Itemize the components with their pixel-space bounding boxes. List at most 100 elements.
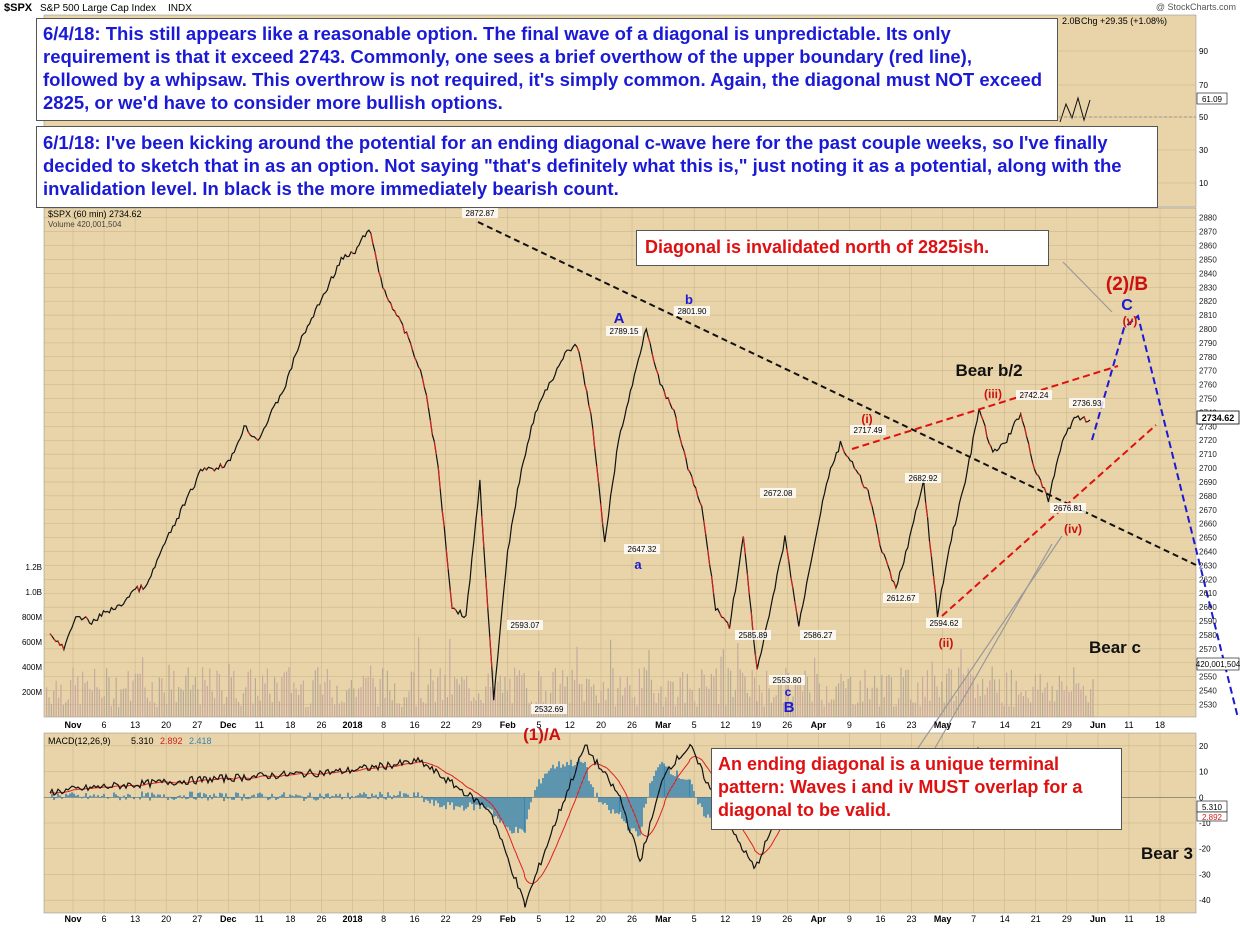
volume-bar	[1022, 696, 1024, 717]
volume-bar	[307, 706, 309, 717]
x-tick-label: 13	[130, 720, 140, 730]
volume-bar	[180, 688, 182, 717]
volume-bar	[523, 673, 525, 717]
volume-bar	[641, 687, 643, 717]
volume-bar	[977, 683, 979, 717]
down-segment	[988, 442, 992, 447]
volume-bar	[578, 683, 580, 717]
down-segment	[596, 465, 600, 484]
volume-bar	[634, 696, 636, 717]
volume-bar	[250, 669, 252, 717]
macd-x-tick-label: 20	[596, 914, 606, 924]
volume-bar	[418, 637, 420, 717]
down-segment	[1036, 473, 1039, 477]
rsi-tick-label: 50	[1199, 113, 1208, 122]
macd-x-tick-label: 16	[875, 914, 885, 924]
volume-bar	[614, 706, 616, 717]
callout-pointer-invalid	[1062, 261, 1113, 313]
volume-bar	[1039, 674, 1041, 717]
volume-bar	[163, 692, 165, 717]
volume-bar	[907, 669, 909, 717]
volume-bar	[850, 676, 852, 717]
down-segment	[723, 617, 726, 621]
volume-bar	[480, 699, 482, 717]
down-segment	[441, 510, 445, 527]
down-segment	[841, 446, 845, 453]
volume-bar	[497, 681, 499, 717]
volume-bar	[415, 706, 417, 717]
down-segment	[703, 520, 707, 535]
volume-bar	[58, 697, 60, 717]
note-invalidation: Diagonal is invalidated north of 2825ish…	[636, 230, 1049, 266]
volume-bar	[646, 670, 648, 717]
volume-bar	[761, 692, 763, 717]
price-tick-label: 2800	[1199, 325, 1217, 334]
volume-bar	[451, 694, 453, 717]
volume-bar	[55, 680, 57, 717]
volume-legend: Volume 420,001,504	[48, 220, 122, 229]
volume-bar	[449, 639, 451, 717]
signal-value-box: 2.892	[1202, 813, 1223, 822]
price-tick-label: 2730	[1199, 422, 1217, 431]
volume-bar	[559, 683, 561, 717]
down-segment	[485, 577, 489, 609]
volume-bar	[372, 678, 374, 717]
x-tick-label: 11	[255, 720, 264, 730]
volume-tick-label: 400M	[22, 663, 42, 672]
volume-bar	[785, 667, 787, 717]
diagonal-upper-boundary	[851, 365, 1119, 450]
volume-bar	[468, 688, 470, 717]
volume-bar	[221, 690, 223, 717]
volume-bar	[835, 686, 837, 717]
volume-bar	[478, 693, 480, 717]
volume-bar	[432, 680, 434, 717]
x-tick-label: May	[934, 720, 952, 730]
volume-bar	[626, 676, 628, 717]
last-price-box: 2734.62	[1202, 413, 1235, 423]
wave-label: Bear 3	[1141, 844, 1193, 863]
x-tick-label: 29	[1062, 720, 1072, 730]
macd-x-tick-label: 16	[410, 914, 420, 924]
volume-bar	[682, 671, 684, 717]
volume-bar	[91, 690, 93, 717]
note-6-1-18: 6/1/18: I've been kicking around the pot…	[36, 126, 1158, 208]
volume-bar	[499, 675, 501, 717]
volume-bar	[274, 677, 276, 717]
volume-bar	[334, 704, 336, 717]
volume-bar	[732, 696, 734, 717]
volume-bar	[490, 686, 492, 717]
volume-bar	[190, 689, 192, 717]
volume-bar	[175, 702, 177, 717]
volume-bar	[420, 697, 422, 717]
volume-bar	[833, 699, 835, 717]
volume-bar	[341, 701, 343, 717]
macd-tick-label: -10	[1199, 819, 1211, 828]
down-segment	[394, 310, 398, 316]
down-segment	[857, 473, 861, 476]
x-tick-label: 9	[847, 720, 852, 730]
price-tick-label: 2760	[1199, 381, 1217, 390]
volume-bar	[979, 696, 981, 717]
wave-label: (iv)	[1064, 522, 1082, 536]
volume-tick-label: 1.0B	[26, 588, 42, 597]
down-segment	[853, 467, 857, 471]
down-segment	[663, 390, 667, 399]
volume-bar	[562, 670, 564, 717]
volume-bar	[197, 689, 199, 717]
price-tick-label: 2530	[1199, 700, 1217, 709]
header-exchange: INDX	[168, 3, 192, 14]
macd-x-tick-label: 20	[161, 914, 171, 924]
price-label-box	[1016, 390, 1052, 400]
down-segment	[49, 633, 53, 637]
volume-bar	[487, 673, 489, 717]
down-segment	[683, 450, 687, 459]
volume-bar	[830, 699, 832, 717]
volume-bar	[554, 668, 556, 717]
macd-x-tick-label: 26	[782, 914, 792, 924]
down-segment	[754, 653, 758, 670]
price-label: 2742.24	[1020, 391, 1049, 400]
volume-bar	[326, 669, 328, 717]
price-tick-label: 2830	[1199, 283, 1217, 292]
volume-bar	[802, 691, 804, 717]
volume-bar	[540, 676, 542, 717]
